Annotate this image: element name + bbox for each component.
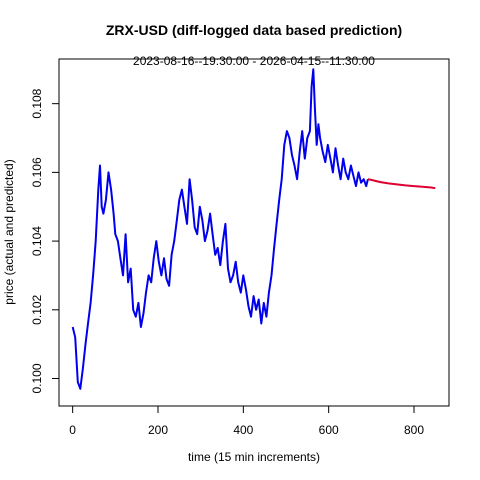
y-tick-label: 0.102 [30, 294, 44, 324]
x-tick-label: 400 [233, 423, 253, 437]
plot-frame [58, 58, 450, 407]
y-axis-label: price (actual and predicted) [2, 159, 16, 304]
chart-title: ZRX-USD (diff-logged data based predicti… [106, 22, 402, 38]
series-layer [71, 68, 436, 390]
x-tick-label: 0 [69, 423, 76, 437]
predicted-series-line [367, 178, 436, 190]
x-tick-label: 600 [319, 423, 339, 437]
y-tick-label: 0.104 [30, 226, 44, 256]
y-tick-label: 0.100 [30, 363, 44, 393]
x-tick-label: 800 [404, 423, 424, 437]
x-axis: 0 200 400 600 800 [69, 405, 424, 437]
x-axis-label: time (15 min increments) [188, 450, 320, 464]
y-tick-label: 0.106 [30, 157, 44, 187]
y-axis: 0.100 0.102 0.104 0.106 0.108 [30, 88, 60, 394]
actual-series-line [71, 68, 369, 390]
chart-subtitle: 2023-08-16--19:30:00 - 2026-04-15--11:30… [133, 54, 375, 68]
y-tick-label: 0.108 [30, 88, 44, 118]
x-tick-label: 200 [148, 423, 168, 437]
